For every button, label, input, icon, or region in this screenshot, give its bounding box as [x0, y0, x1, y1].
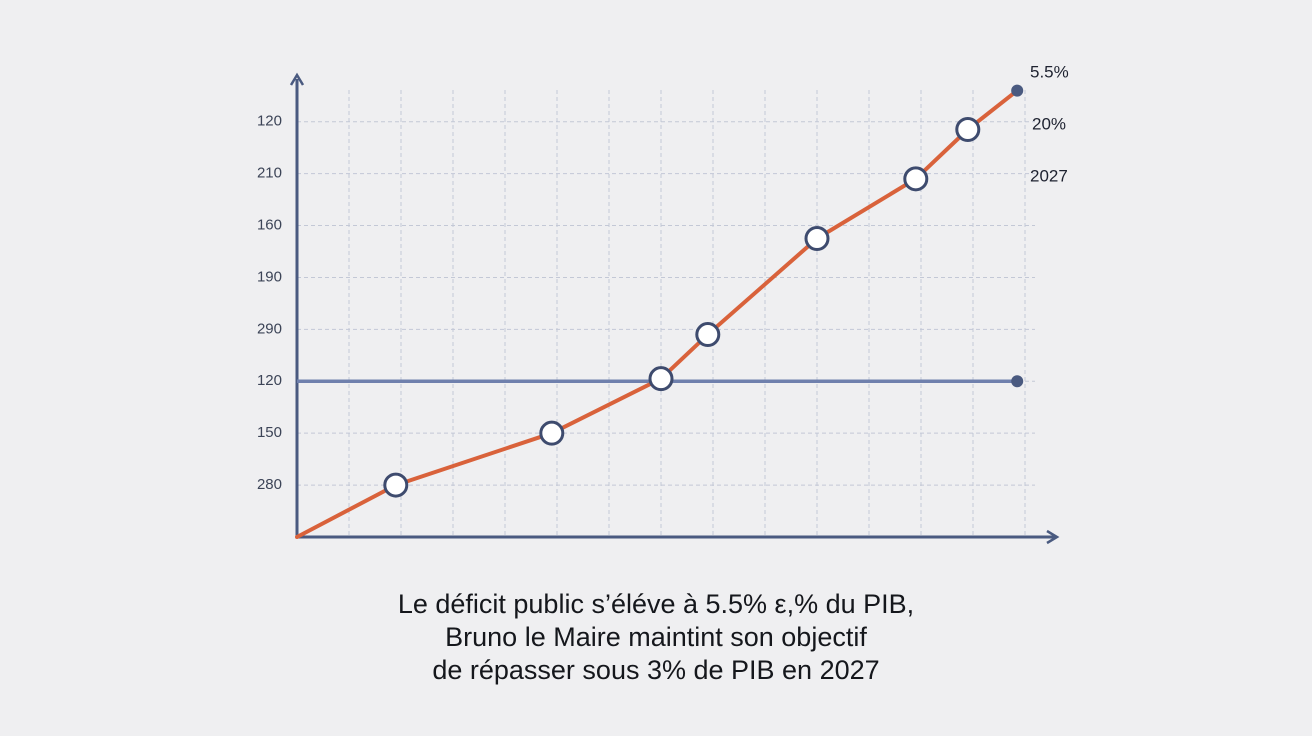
y-tick-label: 150 [257, 424, 282, 441]
data-point [539, 420, 565, 446]
data-line [296, 89, 1019, 539]
data-point [903, 166, 929, 192]
y-tick-label: 210 [257, 165, 282, 182]
annotation: 5.5% [1030, 62, 1069, 81]
data-point [695, 322, 721, 348]
x-axis-arrow [1046, 529, 1060, 545]
y-tick-label: 280 [257, 476, 282, 493]
data-point [295, 535, 299, 539]
data-point [804, 226, 830, 252]
y-tick-label: 190 [257, 268, 282, 285]
y-tick-label: 120 [257, 372, 282, 389]
y-tick-label: 290 [257, 320, 282, 337]
data-point [1011, 84, 1024, 97]
y-tick-label: 120 [257, 113, 282, 130]
caption-line: de répasser sous 3% de PIB en 2027 [432, 655, 879, 685]
data-point [648, 366, 674, 392]
y-axis-arrow [289, 72, 305, 86]
caption-line: Bruno le Maire maintint son objectif [445, 622, 867, 652]
data-point [955, 117, 981, 143]
data-point [383, 472, 409, 498]
y-tick-label: 160 [257, 217, 282, 234]
reference-end [1011, 375, 1024, 388]
annotation: 2027 [1030, 166, 1068, 185]
caption-line: Le déficit public s’éléve à 5.5% ε,% du … [398, 589, 914, 619]
annotation: 20% [1032, 114, 1066, 133]
